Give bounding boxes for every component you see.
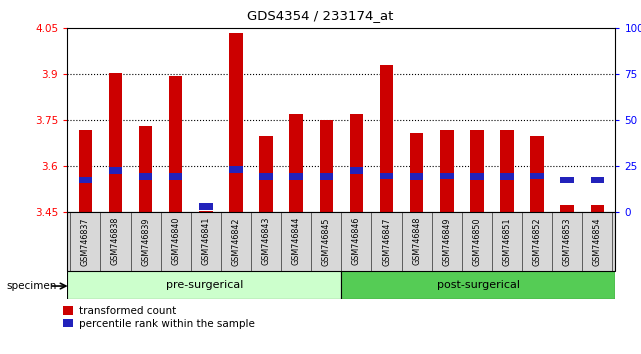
Bar [349, 167, 363, 174]
Text: GDS4354 / 233174_at: GDS4354 / 233174_at [247, 9, 394, 22]
Bar [319, 120, 333, 212]
Text: GSM746844: GSM746844 [292, 217, 301, 266]
Bar [470, 130, 483, 212]
Bar [440, 130, 453, 212]
Text: GSM746853: GSM746853 [563, 217, 572, 266]
Legend: transformed count, percentile rank within the sample: transformed count, percentile rank withi… [63, 306, 254, 329]
Text: specimen: specimen [6, 281, 57, 291]
Bar [341, 271, 615, 299]
Bar [79, 177, 92, 183]
Bar [410, 173, 424, 180]
Bar [319, 173, 333, 180]
Bar [410, 133, 424, 212]
Text: pre-surgerical: pre-surgerical [165, 280, 243, 290]
Bar [139, 173, 153, 180]
Text: GSM746847: GSM746847 [382, 217, 391, 266]
Bar [590, 205, 604, 212]
Text: GSM746848: GSM746848 [412, 217, 421, 266]
Bar [560, 205, 574, 212]
Text: GSM746845: GSM746845 [322, 217, 331, 266]
Text: GSM746841: GSM746841 [201, 217, 210, 266]
Text: GSM746842: GSM746842 [231, 217, 240, 266]
Bar [349, 114, 363, 212]
Text: GSM746849: GSM746849 [442, 217, 451, 266]
Text: GSM746838: GSM746838 [111, 217, 120, 266]
Bar [139, 126, 153, 212]
Bar [289, 114, 303, 212]
Text: GSM746852: GSM746852 [533, 217, 542, 266]
Bar [67, 271, 341, 299]
Bar [470, 173, 483, 180]
Bar [530, 136, 544, 212]
Bar [169, 76, 183, 212]
Text: GSM746840: GSM746840 [171, 217, 180, 266]
Bar [259, 136, 273, 212]
Bar [79, 130, 92, 212]
Text: GSM746837: GSM746837 [81, 217, 90, 266]
Text: GSM746850: GSM746850 [472, 217, 481, 266]
Bar [590, 177, 604, 183]
Bar [440, 172, 453, 179]
Bar [560, 177, 574, 183]
Bar [500, 130, 513, 212]
Bar [379, 65, 394, 212]
Bar [109, 167, 122, 174]
Text: post-surgerical: post-surgerical [437, 280, 520, 290]
Bar [289, 173, 303, 180]
Bar [229, 33, 243, 212]
Bar [109, 73, 122, 212]
Text: GSM746843: GSM746843 [262, 217, 271, 266]
Text: GSM746851: GSM746851 [503, 217, 512, 266]
Bar [229, 166, 243, 173]
Bar [259, 173, 273, 180]
Bar [530, 172, 544, 179]
Bar [199, 211, 213, 212]
Text: GSM746854: GSM746854 [593, 217, 602, 266]
Text: GSM746839: GSM746839 [141, 217, 150, 266]
Bar [199, 203, 213, 210]
Bar [169, 173, 183, 180]
Bar [379, 172, 394, 179]
Text: GSM746846: GSM746846 [352, 217, 361, 266]
Bar [500, 173, 513, 180]
